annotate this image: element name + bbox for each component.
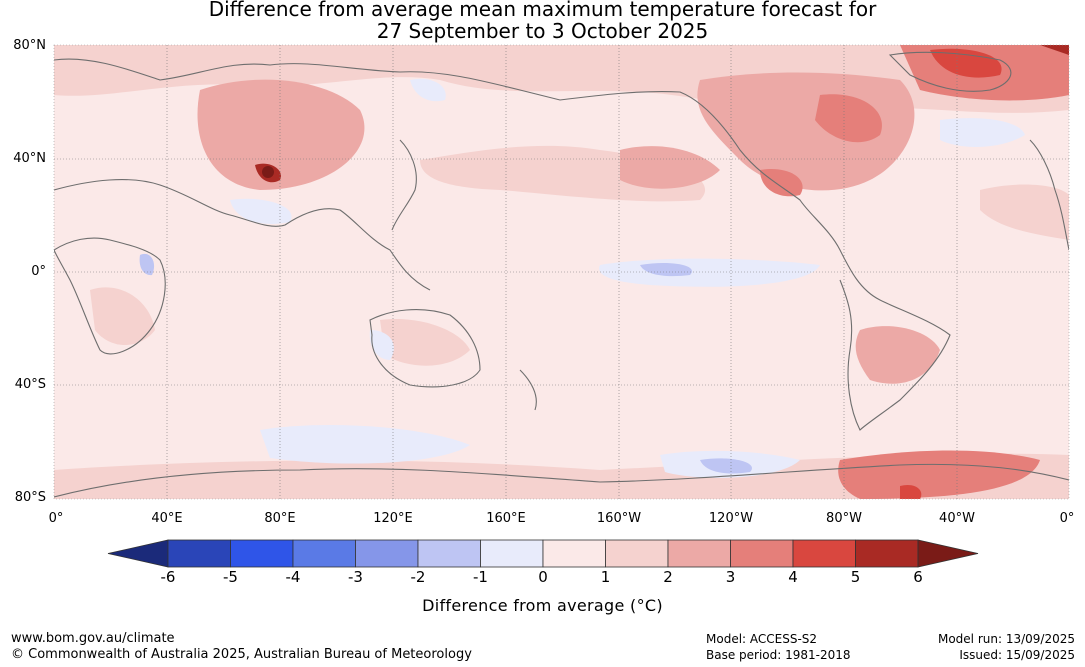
anomaly-south-indian-cool — [260, 425, 470, 464]
colorbar-arrow-high — [917, 539, 979, 568]
colorbar-tick-label: -6 — [160, 568, 176, 586]
anomaly-tibet-peak — [262, 166, 274, 178]
anomaly-canada-core — [815, 94, 882, 143]
colorbar-tick-label: -4 — [285, 568, 301, 586]
graticule — [54, 45, 1069, 499]
anomaly-siberia-cool — [410, 78, 446, 102]
colorbar-swatch — [792, 539, 856, 568]
anomaly-arctic-core — [1040, 45, 1069, 55]
coast-africa — [54, 237, 166, 355]
colorbar-swatch — [355, 539, 419, 568]
footer-base-period: Base period: 1981-2018 — [706, 648, 851, 662]
coast-americas — [54, 58, 951, 431]
colorbar-swatch — [480, 539, 544, 568]
lat-label-equator: 0° — [31, 264, 46, 279]
lon-label-40e: 40°E — [151, 511, 183, 526]
colorbar-swatch — [855, 539, 919, 568]
colorbar-swatch — [230, 539, 294, 568]
footer-model-run: Model run: 13/09/2025 — [937, 632, 1075, 646]
colorbar-tick-label: -1 — [473, 568, 488, 586]
title-line-1: Difference from average mean maximum tem… — [208, 0, 877, 21]
lat-label-40n: 40°N — [13, 151, 46, 166]
anomaly-africa-cool — [139, 253, 155, 276]
colorbar-swatch — [417, 539, 481, 568]
coast-australia — [369, 309, 481, 388]
anomaly-india-cool — [230, 198, 292, 224]
anomaly-australia — [380, 319, 470, 366]
colorbar-arrow-low — [107, 539, 169, 568]
lon-label-120w: 120°W — [708, 511, 754, 526]
lon-label-160e: 160°E — [486, 511, 526, 526]
coast-greenland — [888, 51, 1012, 92]
colorbar-tick-label: -2 — [410, 568, 426, 586]
lon-label-0-right: 0° — [1059, 511, 1075, 526]
colorbar-tick-label: 5 — [850, 568, 861, 586]
lat-label-80s: 80°S — [14, 490, 46, 505]
anomaly-africa — [90, 287, 155, 345]
anomaly-eq-pacific-core — [640, 263, 692, 277]
colorbar-swatch — [542, 539, 606, 568]
anomaly-field — [54, 45, 1069, 499]
coast-europe-west — [1029, 139, 1069, 251]
anomaly-samerica — [855, 326, 940, 384]
anomaly-southern-band — [54, 453, 1069, 499]
colorbar-tick-label: 0 — [538, 568, 548, 586]
footer-copyright: © Commonwealth of Australia 2025, Austra… — [11, 647, 472, 662]
coast-new-zealand — [519, 369, 537, 411]
anomaly-antarctica-warm — [838, 450, 1040, 499]
colorbar-swatch — [167, 539, 231, 568]
title-line-2: 27 September to 3 October 2025 — [376, 19, 709, 43]
colorbar-tick-label: -5 — [223, 568, 238, 586]
lon-label-160w: 160°W — [596, 511, 642, 526]
anomaly-npacific-core — [620, 146, 720, 189]
footer-website: www.bom.gov.au/climate — [11, 631, 175, 646]
anomaly-asia-warm — [197, 79, 365, 190]
anomaly-antarctica-core — [900, 484, 922, 499]
colorbar-swatches — [107, 539, 979, 568]
coast-east-asia — [391, 139, 417, 231]
anomaly-greenland-core — [930, 48, 1002, 78]
map-frame — [53, 44, 1070, 500]
anomaly-south-pacific-core — [700, 458, 752, 474]
coast-antarctica — [54, 463, 1069, 498]
lon-label-80w: 80°W — [826, 511, 862, 526]
lon-label-80e: 80°E — [264, 511, 296, 526]
anomaly-atlantic-cool — [940, 118, 1025, 147]
lon-label-120e: 120°E — [373, 511, 413, 526]
coastlines — [54, 51, 1069, 498]
colorbar-title: Difference from average (°C) — [422, 596, 663, 615]
colorbar-swatch — [730, 539, 794, 568]
colorbar-tick-label: 4 — [788, 568, 798, 586]
colorbar-swatch — [667, 539, 731, 568]
coast-eurasia-south — [54, 179, 431, 291]
footer-model: Model: ACCESS-S2 — [706, 632, 818, 646]
colorbar-tick-label: 6 — [913, 568, 923, 586]
colorbar-tick-label: -3 — [348, 568, 363, 586]
anomaly-us-core — [760, 169, 803, 197]
lat-label-40s: 40°S — [14, 377, 46, 392]
colorbar-swatch — [292, 539, 356, 568]
lat-label-80n: 80°N — [13, 38, 46, 53]
colorbar-tick-label: 2 — [663, 568, 673, 586]
lon-label-40w: 40°W — [939, 511, 975, 526]
footer-issued: Issued: 15/09/2025 — [959, 648, 1075, 662]
lon-label-0-left: 0° — [48, 511, 64, 526]
anomaly-australia-cool — [369, 330, 394, 360]
colorbar-tick-label: 3 — [725, 568, 736, 586]
anomaly-natlantic — [980, 184, 1069, 240]
colorbar-swatch — [605, 539, 669, 568]
colorbar-tick-label: 1 — [600, 568, 611, 586]
